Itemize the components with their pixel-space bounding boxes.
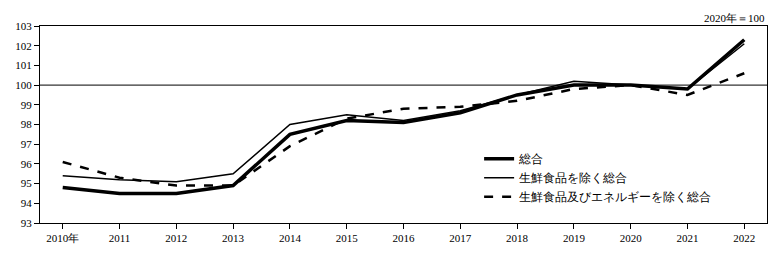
svg-text:102: 102 xyxy=(15,40,32,52)
svg-text:94: 94 xyxy=(21,197,33,209)
svg-text:95: 95 xyxy=(21,177,33,189)
svg-text:2018: 2018 xyxy=(506,232,529,244)
svg-text:100: 100 xyxy=(15,79,32,91)
svg-text:98: 98 xyxy=(21,118,33,130)
svg-text:2014: 2014 xyxy=(279,232,302,244)
svg-text:2020: 2020 xyxy=(620,232,643,244)
svg-text:生鮮食品及びエネルギーを除く総合: 生鮮食品及びエネルギーを除く総合 xyxy=(519,190,711,204)
svg-text:99: 99 xyxy=(21,99,33,111)
svg-text:2012: 2012 xyxy=(165,232,187,244)
svg-text:2022: 2022 xyxy=(733,232,755,244)
svg-text:103: 103 xyxy=(15,20,32,32)
svg-text:総合: 総合 xyxy=(518,152,543,166)
svg-text:97: 97 xyxy=(21,138,33,150)
svg-text:2019: 2019 xyxy=(563,232,586,244)
svg-text:2015: 2015 xyxy=(336,232,359,244)
svg-text:2013: 2013 xyxy=(222,232,245,244)
svg-text:生鮮食品を除く総合: 生鮮食品を除く総合 xyxy=(519,171,627,185)
svg-text:2016: 2016 xyxy=(393,232,416,244)
svg-text:2020年＝100: 2020年＝100 xyxy=(704,12,765,24)
svg-text:2011: 2011 xyxy=(109,232,131,244)
svg-text:93: 93 xyxy=(21,217,33,229)
svg-text:96: 96 xyxy=(21,158,33,170)
svg-text:2017: 2017 xyxy=(449,232,472,244)
svg-text:101: 101 xyxy=(15,59,32,71)
svg-text:2021: 2021 xyxy=(676,232,698,244)
svg-text:2010年: 2010年 xyxy=(46,232,79,244)
